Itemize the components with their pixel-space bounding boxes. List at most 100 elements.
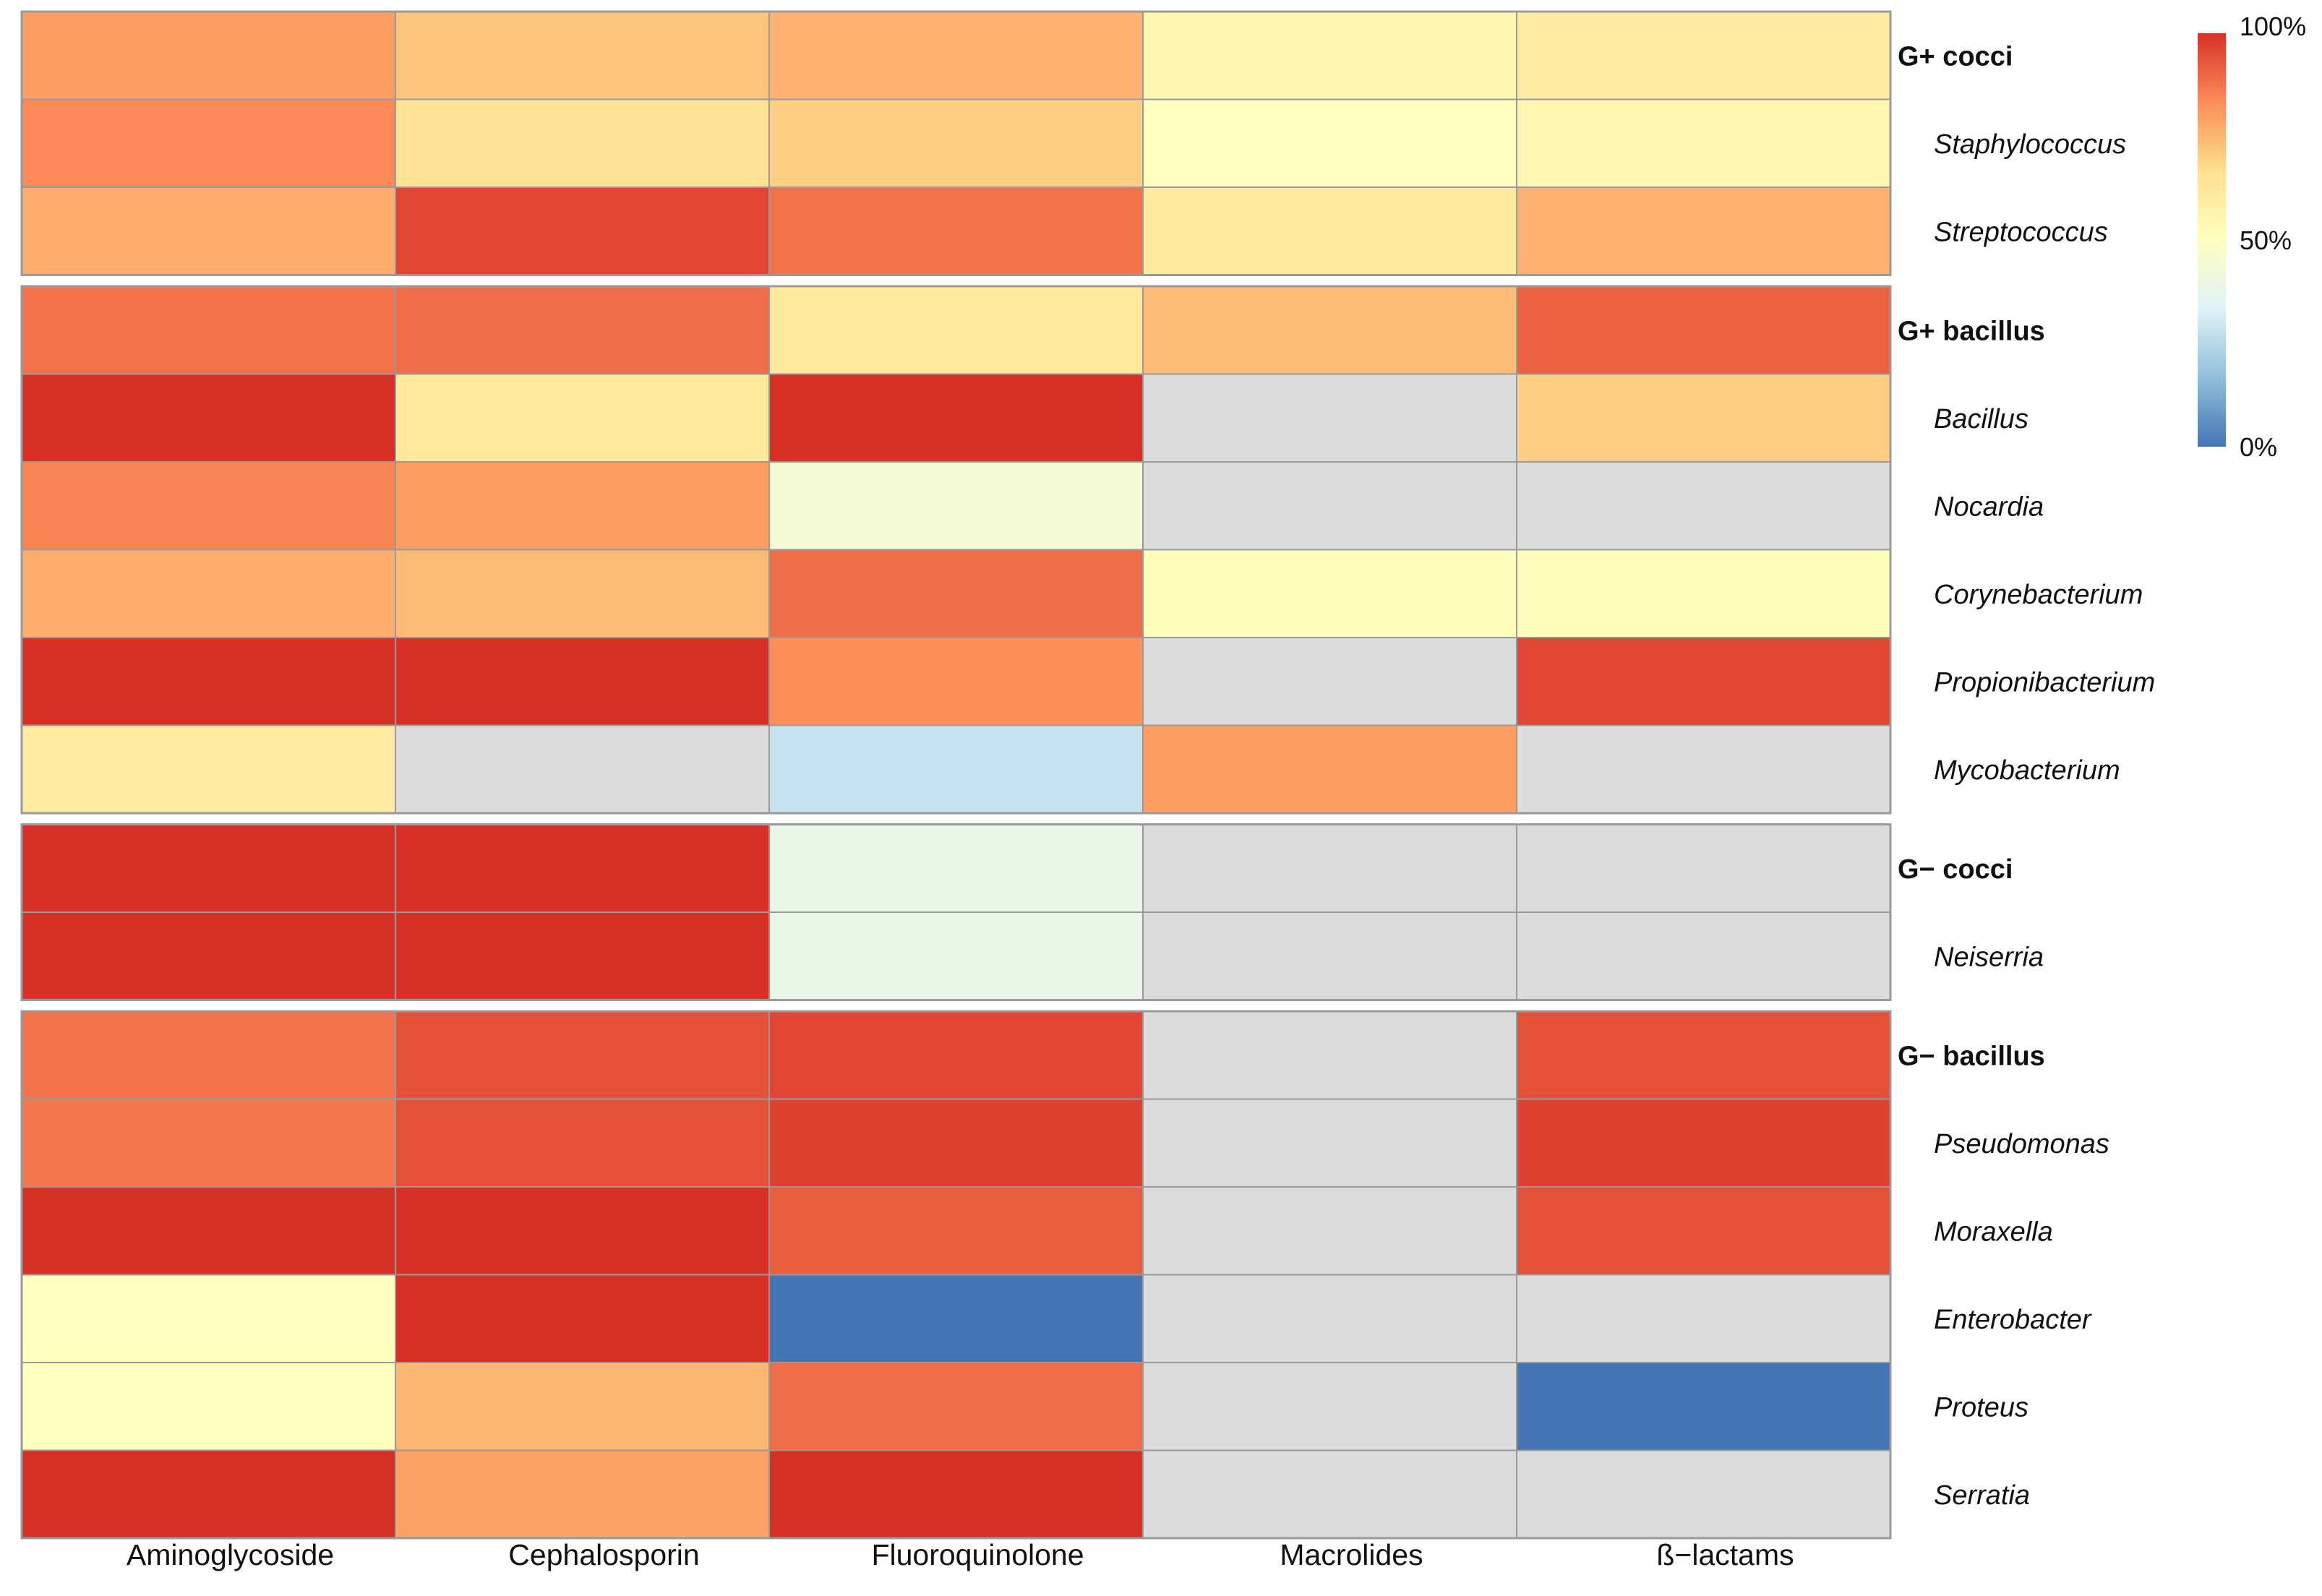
group-label: G− cocci [1898, 854, 2013, 885]
heatmap-cell: Neiserria / Aminoglycoside: 100% [21, 911, 396, 1001]
legend-tick-label: 100% [2240, 12, 2306, 41]
row-label: Enterobacter [1934, 1305, 2092, 1335]
heatmap-cell: Streptococcus / ß−lactams: 76% [1516, 186, 1891, 276]
heatmap-cell: G+ bacillus / ß−lactams: 91% [1516, 286, 1891, 375]
row-label: Serratia [1934, 1480, 2030, 1511]
heatmap-cell: G− bacillus / Aminoglycoside: 88% [21, 1011, 396, 1100]
heatmap-cell: Proteus / Macrolides: n/a [1142, 1362, 1517, 1451]
heatmap-cell: Bacillus / Cephalosporin: 62% [395, 373, 770, 463]
heatmap-cell: Enterobacter / Aminoglycoside: 50% [21, 1274, 396, 1363]
heatmap-cell: Streptococcus / Aminoglycoside: 77% [21, 186, 396, 276]
row-label: Pseudomonas [1934, 1129, 2109, 1159]
heatmap-cell: G+ bacillus / Aminoglycoside: 88% [21, 286, 396, 375]
group-block: G− bacillus / Aminoglycoside: 88%G− baci… [20, 1010, 2109, 1540]
heatmap-cell: Streptococcus / Macrolides: 61% [1142, 186, 1517, 276]
group-block: G+ cocci / Aminoglycoside: 80%G+ cocci /… [20, 10, 2126, 276]
heatmap-cell: G+ cocci / Cephalosporin: 72% [395, 11, 770, 100]
column-label: Cephalosporin [508, 1538, 699, 1571]
heatmap-cell: Bacillus / Fluoroquinolone: 100% [768, 373, 1144, 463]
heatmap-cell: Moraxella / Aminoglycoside: 100% [21, 1186, 396, 1276]
heatmap-cell: Neiserria / Macrolides: n/a [1142, 911, 1517, 1001]
row-label: Nocardia [1934, 492, 2044, 522]
heatmap-cell: G− cocci / Aminoglycoside: 100% [21, 823, 396, 913]
heatmap-cell: Proteus / Aminoglycoside: 50% [21, 1362, 396, 1451]
heatmap-cell: Serratia / Cephalosporin: 79% [395, 1449, 770, 1539]
heatmap-cell: Propionibacterium / Macrolides: n/a [1142, 637, 1517, 726]
heatmap-cell: Pseudomonas / ß−lactams: 97% [1516, 1098, 1891, 1188]
heatmap-cell: Mycobacterium / Cephalosporin: n/a [395, 724, 770, 814]
column-label: Aminoglycoside [127, 1538, 334, 1571]
row-label: Neiserria [1934, 942, 2044, 972]
heatmap-cell: Mycobacterium / Aminoglycoside: 60% [21, 724, 396, 814]
heatmap-cell: Staphylococcus / Aminoglycoside: 84% [21, 98, 396, 188]
heatmap-cell: Nocardia / Aminoglycoside: 85% [21, 461, 396, 551]
heatmap-cell: Pseudomonas / Cephalosporin: 94% [395, 1098, 770, 1188]
heatmap-cell: Moraxella / Fluoroquinolone: 92% [768, 1186, 1144, 1276]
column-label: Fluoroquinolone [871, 1538, 1084, 1571]
heatmap-cell: Enterobacter / Cephalosporin: 100% [395, 1274, 770, 1363]
heatmap-cell: Corynebacterium / Fluoroquinolone: 89% [768, 549, 1144, 638]
heatmap-cell: Proteus / Fluoroquinolone: 89% [768, 1362, 1144, 1451]
heatmap-cell: G− cocci / ß−lactams: n/a [1516, 823, 1891, 913]
heatmap-cell: Enterobacter / Macrolides: n/a [1142, 1274, 1517, 1363]
heatmap-cell: G+ bacillus / Fluoroquinolone: 62% [768, 286, 1144, 375]
row-label: Moraxella [1934, 1217, 2053, 1247]
group-block: G− cocci / Aminoglycoside: 100%G− cocci … [20, 823, 2044, 1001]
heatmap-cell: Mycobacterium / Fluoroquinolone: 28% [768, 724, 1144, 814]
heatmap-cell: Propionibacterium / Cephalosporin: 100% [395, 637, 770, 726]
heatmap-cell: Staphylococcus / Fluoroquinolone: 70% [768, 98, 1144, 188]
group-label: G− bacillus [1898, 1041, 2045, 1071]
heatmap-cell: Corynebacterium / Macrolides: 51% [1142, 549, 1517, 638]
heatmap-cell: Corynebacterium / Aminoglycoside: 77% [21, 549, 396, 638]
heatmap-cell: G− cocci / Cephalosporin: 100% [395, 823, 770, 913]
heatmap-cell: Staphylococcus / ß−lactams: 54% [1516, 98, 1891, 188]
heatmap-cell: Proteus / Cephalosporin: 75% [395, 1362, 770, 1451]
heatmap-cell: Bacillus / ß−lactams: 70% [1516, 373, 1891, 463]
heatmap-cell: Streptococcus / Cephalosporin: 96% [395, 186, 770, 276]
heatmap-cell: Staphylococcus / Cephalosporin: 65% [395, 98, 770, 188]
row-label: Mycobacterium [1934, 755, 2120, 786]
heatmap-cell: Streptococcus / Fluoroquinolone: 88% [768, 186, 1144, 276]
heatmap-cell: Pseudomonas / Fluoroquinolone: 97% [768, 1098, 1144, 1188]
heatmap-cell: G− bacillus / Cephalosporin: 94% [395, 1011, 770, 1100]
legend-tick-label: 0% [2240, 432, 2277, 462]
heatmap-cell: Moraxella / Macrolides: n/a [1142, 1186, 1517, 1276]
heatmap-cell: Propionibacterium / Fluoroquinolone: 83% [768, 637, 1144, 726]
row-label: Streptococcus [1934, 217, 2108, 247]
heatmap-cell: Corynebacterium / Cephalosporin: 74% [395, 549, 770, 638]
heatmap-cell: Serratia / ß−lactams: n/a [1516, 1449, 1891, 1539]
heatmap-cell: Neiserria / ß−lactams: n/a [1516, 911, 1891, 1001]
group-border [20, 285, 1892, 815]
heatmap-cell: Mycobacterium / Macrolides: 80% [1142, 724, 1517, 814]
heatmap-cell: Nocardia / ß−lactams: n/a [1516, 461, 1891, 551]
column-label: Macrolides [1280, 1538, 1423, 1571]
heatmap-cell: G− cocci / Fluoroquinolone: 38% [768, 823, 1144, 913]
heatmap-cell: Nocardia / Cephalosporin: 80% [395, 461, 770, 551]
row-label: Staphylococcus [1934, 129, 2126, 160]
heatmap-cell: Nocardia / Macrolides: n/a [1142, 461, 1517, 551]
heatmap-cell: Serratia / Aminoglycoside: 100% [21, 1449, 396, 1539]
heatmap-cell: Enterobacter / Fluoroquinolone: 0% [768, 1274, 1144, 1363]
heatmap-cell: Serratia / Fluoroquinolone: 100% [768, 1449, 1144, 1539]
heatmap-cell: G− bacillus / ß−lactams: 94% [1516, 1011, 1891, 1100]
group-label: G+ cocci [1898, 41, 2013, 72]
heatmap-cell: Serratia / Macrolides: n/a [1142, 1449, 1517, 1539]
heatmap-cell: Staphylococcus / Macrolides: 50% [1142, 98, 1517, 188]
heatmap-cell: Neiserria / Fluoroquinolone: 38% [768, 911, 1144, 1001]
heatmap-cell: G+ cocci / Aminoglycoside: 80% [21, 11, 396, 100]
heatmap-cell: Pseudomonas / Macrolides: n/a [1142, 1098, 1517, 1188]
heatmap-cell: G+ cocci / ß−lactams: 60% [1516, 11, 1891, 100]
heatmap-cell: G− bacillus / Macrolides: n/a [1142, 1011, 1517, 1100]
heatmap-cell: Enterobacter / ß−lactams: n/a [1516, 1274, 1891, 1363]
heatmap-cell: G+ bacillus / Macrolides: 74% [1142, 286, 1517, 375]
heatmap-cell: Nocardia / Fluoroquinolone: 44% [768, 461, 1144, 551]
heatmap-cell: G− bacillus / Fluoroquinolone: 96% [768, 1011, 1144, 1100]
row-label: Bacillus [1934, 404, 2028, 434]
legend-tick-label: 50% [2240, 226, 2292, 255]
legend-colorbar [2198, 33, 2226, 447]
group-border [20, 823, 1892, 1001]
heatmap-cell: G+ cocci / Fluoroquinolone: 76% [768, 11, 1144, 100]
heatmap-cell: Moraxella / ß−lactams: 94% [1516, 1186, 1891, 1276]
heatmap-cell: Pseudomonas / Aminoglycoside: 87% [21, 1098, 396, 1188]
heatmap-cell: Corynebacterium / ß−lactams: 51% [1516, 549, 1891, 638]
